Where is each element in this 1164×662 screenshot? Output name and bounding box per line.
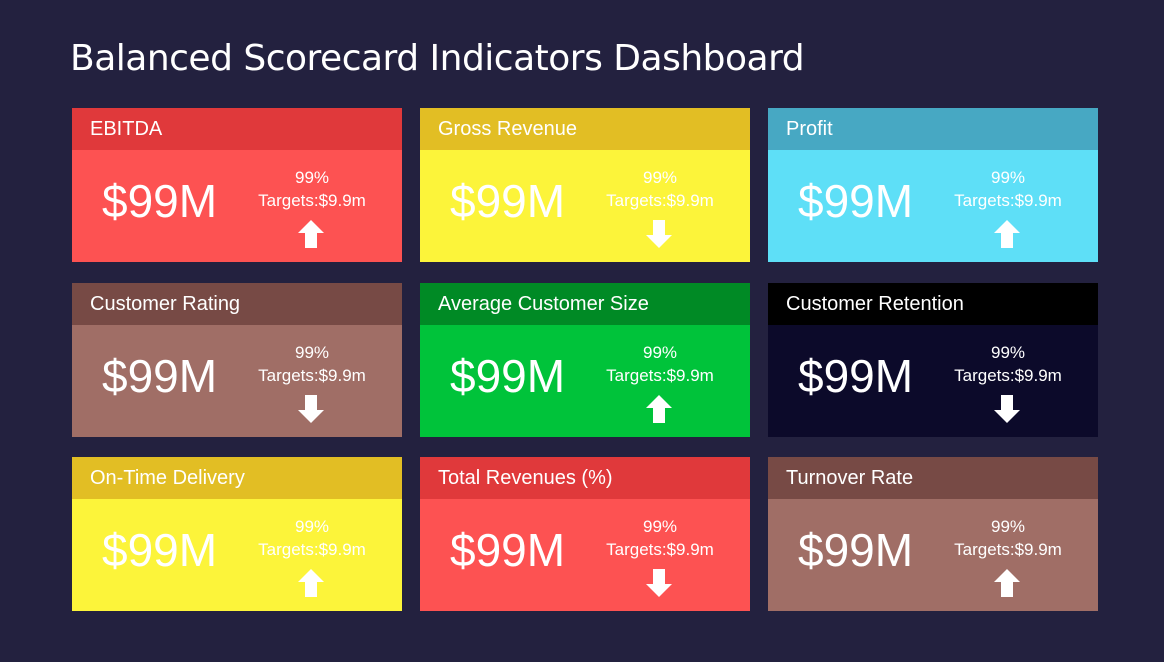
kpi-target: Targets:$9.9m	[954, 191, 1062, 210]
kpi-value: $99M	[102, 175, 218, 227]
trend-arrow	[994, 220, 1020, 248]
card-body: $99M 99% Targets:$9.9m	[420, 499, 750, 611]
kpi-target: Targets:$9.9m	[606, 366, 714, 385]
arrow-shape	[994, 569, 1020, 597]
kpi-card: Customer Retention $99M 99% Targets:$9.9m	[768, 283, 1098, 437]
kpi-target: Targets:$9.9m	[606, 191, 714, 210]
kpi-target: Targets:$9.9m	[258, 366, 366, 385]
trend-arrow	[646, 395, 672, 423]
card-body: $99M 99% Targets:$9.9m	[768, 325, 1098, 437]
kpi-target: Targets:$9.9m	[258, 191, 366, 210]
kpi-percent: 99%	[294, 168, 330, 187]
card-body: $99M 99% Targets:$9.9m	[72, 325, 402, 437]
card-body: $99M 99% Targets:$9.9m	[768, 150, 1098, 262]
card-title: Turnover Rate	[768, 457, 1098, 499]
trend-arrow	[994, 569, 1020, 597]
arrow-shape	[298, 220, 324, 248]
trend-arrow	[298, 569, 324, 597]
card-title: Gross Revenue	[420, 108, 750, 150]
kpi-card: Turnover Rate $99M 99% Targets:$9.9m	[768, 457, 1098, 611]
kpi-percent: 99%	[642, 343, 678, 362]
kpi-target: Targets:$9.9m	[606, 540, 714, 559]
kpi-card: Total Revenues (%) $99M 99% Targets:$9.9m	[420, 457, 750, 611]
kpi-card: Average Customer Size $99M 99% Targets:$9.9…	[420, 283, 750, 437]
card-title: EBITDA	[72, 108, 402, 150]
arrow-shape	[298, 569, 324, 597]
trend-arrow	[646, 220, 672, 248]
kpi-percent: 99%	[990, 517, 1026, 536]
arrow-shape	[646, 220, 672, 248]
trend-arrow	[298, 395, 324, 423]
kpi-target: Targets:$9.9m	[258, 540, 366, 559]
kpi-card: Gross Revenue $99M 99% Targets:$9.9m	[420, 108, 750, 262]
dashboard-title: Balanced Scorecard Indicators Dashboard	[70, 38, 805, 79]
kpi-percent: 99%	[990, 343, 1026, 362]
card-title: Customer Rating	[72, 283, 402, 325]
trend-arrow	[646, 569, 672, 597]
kpi-value: $99M	[450, 175, 566, 227]
arrow-shape	[646, 569, 672, 597]
kpi-card: Profit $99M 99% Targets:$9.9m	[768, 108, 1098, 262]
card-title: On-Time Delivery	[72, 457, 402, 499]
kpi-percent: 99%	[294, 517, 330, 536]
kpi-value: $99M	[798, 350, 914, 402]
kpi-card: EBITDA $99M 99% Targets:$9.9m	[72, 108, 402, 262]
kpi-card: On-Time Delivery $99M 99% Targets:$9.9m	[72, 457, 402, 611]
arrow-shape	[994, 220, 1020, 248]
card-body: $99M 99% Targets:$9.9m	[768, 499, 1098, 611]
kpi-value: $99M	[450, 524, 566, 576]
kpi-value: $99M	[102, 524, 218, 576]
card-body: $99M 99% Targets:$9.9m	[72, 150, 402, 262]
card-title: Total Revenues (%)	[420, 457, 750, 499]
kpi-value: $99M	[798, 524, 914, 576]
card-title: Profit	[768, 108, 1098, 150]
arrow-shape	[994, 395, 1020, 423]
arrow-shape	[298, 395, 324, 423]
card-body: $99M 99% Targets:$9.9m	[420, 325, 750, 437]
card-body: $99M 99% Targets:$9.9m	[72, 499, 402, 611]
card-title: Average Customer Size	[420, 283, 750, 325]
trend-arrow	[298, 220, 324, 248]
kpi-card: Customer Rating $99M 99% Targets:$9.9m	[72, 283, 402, 437]
kpi-value: $99M	[450, 350, 566, 402]
arrow-shape	[646, 395, 672, 423]
kpi-target: Targets:$9.9m	[954, 366, 1062, 385]
kpi-percent: 99%	[642, 168, 678, 187]
kpi-target: Targets:$9.9m	[954, 540, 1062, 559]
kpi-value: $99M	[798, 175, 914, 227]
kpi-percent: 99%	[990, 168, 1026, 187]
kpi-percent: 99%	[642, 517, 678, 536]
kpi-value: $99M	[102, 350, 218, 402]
trend-arrow	[994, 395, 1020, 423]
card-body: $99M 99% Targets:$9.9m	[420, 150, 750, 262]
kpi-percent: 99%	[294, 343, 330, 362]
card-title: Customer Retention	[768, 283, 1098, 325]
